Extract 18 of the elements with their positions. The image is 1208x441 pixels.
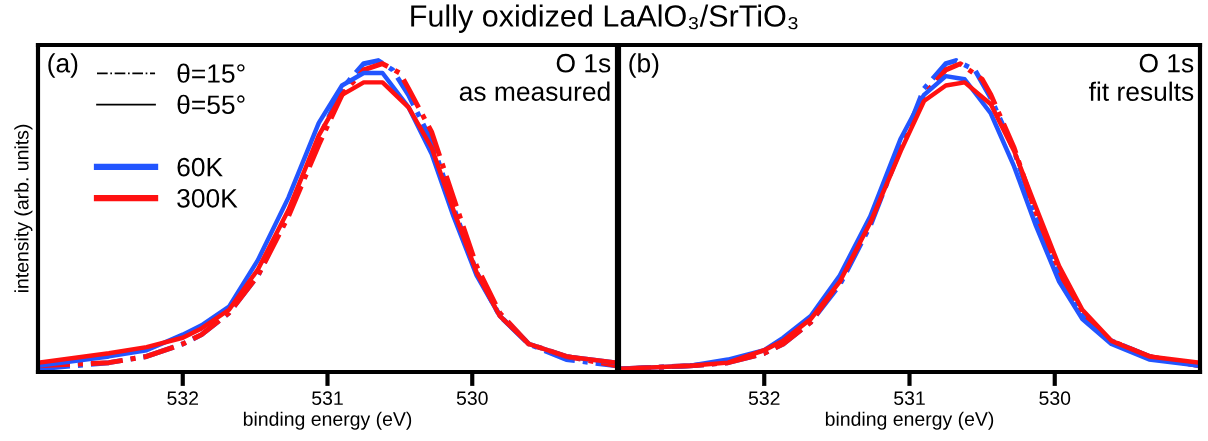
annotation: (b): [629, 53, 659, 78]
x-tick-label: 532: [167, 391, 198, 406]
x-tick-label: 531: [312, 391, 343, 406]
x-axis-title: binding energy (eV): [243, 411, 412, 430]
legend-label: 300K: [177, 188, 238, 208]
annotation: (a): [48, 53, 78, 78]
y-axis-title: intensity (arb. units): [14, 124, 33, 293]
x-tick-label: 532: [748, 391, 780, 406]
x-tick-label: 530: [456, 391, 488, 406]
annotation: θ=55°: [177, 94, 245, 115]
x-tick-label: 531: [894, 391, 925, 406]
annotation: θ=15°: [177, 63, 245, 83]
chart-title: Fully oxidized LaAlO₃/SrTiO₃: [411, 4, 798, 33]
annotation: O 1s as measured: [459, 53, 611, 101]
legend-label: 60K: [177, 157, 223, 177]
x-tick-label: 530: [1039, 391, 1071, 406]
annotation: O 1s fit results: [1088, 53, 1194, 101]
x-axis-title: binding energy (eV): [825, 411, 994, 430]
